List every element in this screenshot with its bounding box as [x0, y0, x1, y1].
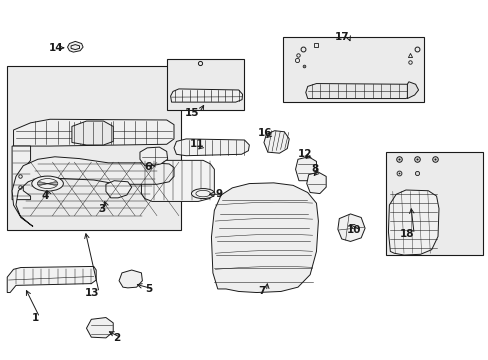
Text: 14: 14 — [49, 43, 63, 53]
Polygon shape — [67, 41, 83, 52]
Polygon shape — [211, 183, 318, 293]
Text: 3: 3 — [99, 203, 106, 213]
Text: 5: 5 — [144, 284, 152, 294]
Text: 1: 1 — [31, 312, 39, 323]
Ellipse shape — [32, 176, 63, 191]
Text: 11: 11 — [190, 139, 204, 149]
Text: 16: 16 — [258, 128, 272, 138]
Polygon shape — [7, 266, 96, 293]
Text: 8: 8 — [311, 164, 318, 174]
Ellipse shape — [191, 189, 214, 199]
Polygon shape — [407, 82, 418, 99]
Polygon shape — [12, 157, 174, 226]
Polygon shape — [72, 121, 113, 145]
Polygon shape — [141, 160, 214, 202]
Bar — [7, 66, 181, 230]
Text: 2: 2 — [113, 333, 120, 343]
Polygon shape — [86, 318, 113, 338]
Text: 9: 9 — [215, 189, 222, 199]
Bar — [283, 37, 424, 102]
Text: 10: 10 — [346, 225, 360, 235]
Polygon shape — [14, 119, 174, 146]
Text: 15: 15 — [185, 108, 199, 118]
Polygon shape — [140, 147, 167, 166]
Text: 4: 4 — [41, 191, 48, 201]
Text: 17: 17 — [334, 32, 348, 42]
Polygon shape — [306, 172, 325, 194]
Polygon shape — [305, 84, 413, 99]
Text: 12: 12 — [297, 149, 312, 159]
Text: 13: 13 — [85, 288, 100, 297]
Polygon shape — [264, 131, 288, 153]
Polygon shape — [119, 270, 142, 288]
Polygon shape — [106, 181, 131, 198]
Polygon shape — [337, 214, 365, 242]
Polygon shape — [387, 190, 438, 255]
Polygon shape — [12, 146, 30, 200]
Polygon shape — [174, 139, 249, 156]
Text: 6: 6 — [144, 162, 152, 172]
Polygon shape — [295, 157, 316, 181]
Polygon shape — [170, 89, 242, 102]
Text: 18: 18 — [399, 229, 414, 239]
Bar — [166, 59, 244, 111]
Text: 7: 7 — [258, 287, 265, 296]
Bar — [385, 152, 482, 255]
